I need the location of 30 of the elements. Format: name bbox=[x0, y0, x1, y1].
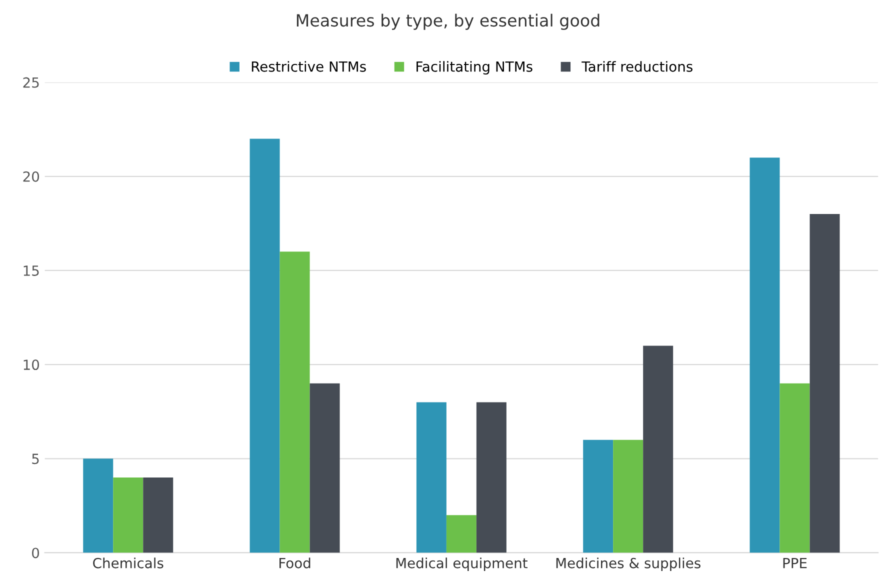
bar bbox=[83, 458, 114, 553]
bar bbox=[310, 383, 340, 553]
legend-label: Tariff reductions bbox=[582, 61, 692, 72]
y-tick-label: 20 bbox=[23, 171, 40, 182]
x-tick-label: Food bbox=[280, 558, 310, 568]
bar bbox=[780, 383, 810, 553]
legend-label: Facilitating NTMs bbox=[416, 61, 532, 75]
bar bbox=[416, 402, 446, 553]
bar bbox=[750, 158, 780, 553]
x-tick-label: Medical equipment bbox=[396, 558, 528, 572]
bar bbox=[476, 402, 506, 553]
bar bbox=[250, 138, 280, 553]
bar bbox=[280, 252, 310, 553]
legend-label: Restrictive NTMs bbox=[252, 61, 366, 72]
x-tick-label: Medicines & supplies bbox=[556, 558, 700, 572]
y-tick-label: 10 bbox=[24, 360, 40, 370]
bar bbox=[613, 440, 644, 553]
y-tick-label: 15 bbox=[24, 266, 39, 276]
x-tick-label: Chemicals bbox=[93, 558, 164, 568]
bar bbox=[583, 440, 614, 553]
bar bbox=[143, 477, 174, 553]
bar bbox=[446, 515, 476, 553]
x-tick-label: PPE bbox=[783, 558, 807, 568]
y-tick-label: 5 bbox=[32, 454, 39, 464]
bar bbox=[113, 477, 144, 553]
bar bbox=[810, 214, 840, 553]
chart-title: Measures by type, by essential good bbox=[296, 14, 600, 30]
y-tick-label: 0 bbox=[32, 548, 40, 558]
bar bbox=[643, 346, 674, 553]
y-tick-label: 25 bbox=[23, 77, 39, 88]
